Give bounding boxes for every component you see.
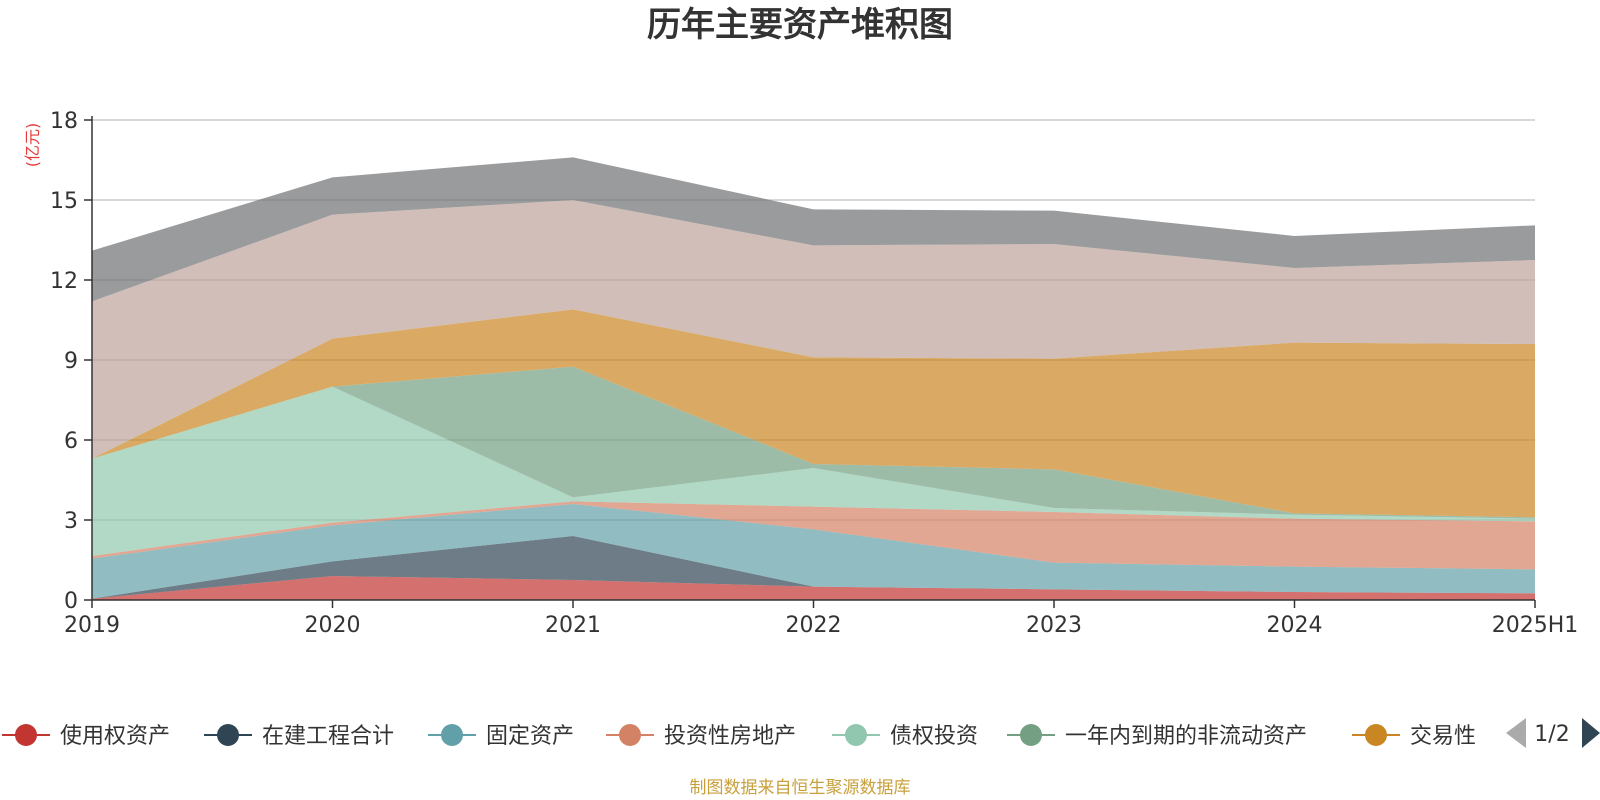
x-tick-label: 2021 [545,613,601,638]
y-tick-label: 15 [50,189,78,214]
legend-item[interactable]: 使用权资产 [2,724,170,749]
area-series [92,366,1535,519]
source-note: 制图数据来自恒生聚源数据库 [690,778,911,798]
axes: 0 3 6 9 12 15 18 2019 2020 2021 2022 2023 2024 2025H1 [50,109,1578,638]
legend-marker-icon [845,724,867,746]
legend-item[interactable]: 固定资产 [428,724,574,749]
legend-pager: 1/2 [1506,718,1600,748]
legend-item[interactable]: 投资性房地产 [606,724,796,749]
x-tick-label: 2022 [786,613,842,638]
y-tick-label: 9 [64,349,78,374]
legend-label: 投资性房地产 [664,724,796,749]
y-tick-label: 18 [50,109,78,134]
y-tick-label: 3 [64,509,78,534]
legend-page-indicator: 1/2 [1534,722,1569,747]
legend: 使用权资产 在建工程合计 固定资产 投资性房地产 债权投资 一年内到期的非流动资产 交易性 [2,724,1476,749]
y-tick-label: 0 [64,589,78,614]
legend-label: 一年内到期的非流动资产 [1065,724,1307,749]
legend-marker-icon [619,724,641,746]
chart-title: 历年主要资产堆积图 [647,5,953,45]
legend-label: 使用权资产 [60,724,170,749]
triangle-left-icon[interactable] [1506,718,1526,748]
area-series [92,200,1535,459]
plot-area [92,157,1535,600]
legend-item[interactable]: 交易性 [1352,724,1476,749]
area-series [92,536,1535,599]
x-tick-label: 2020 [305,613,361,638]
legend-label: 固定资产 [486,724,574,749]
legend-marker-icon [1365,724,1387,746]
legend-label: 交易性 [1410,724,1476,749]
area-series [92,386,1535,556]
legend-item[interactable]: 在建工程合计 [204,724,394,749]
legend-item[interactable]: 债权投资 [832,724,978,749]
legend-marker-icon [1020,724,1042,746]
area-series [92,157,1535,302]
area-series [92,309,1535,518]
legend-marker-icon [217,724,239,746]
legend-marker-icon [441,724,463,746]
area-series [92,576,1535,600]
y-tick-label: 6 [64,429,78,454]
x-tick-label: 2019 [64,613,120,638]
area-series [92,504,1535,599]
legend-marker-icon [15,724,37,746]
x-tick-label: 2023 [1026,613,1082,638]
area-series [92,501,1535,570]
legend-label: 债权投资 [890,724,978,749]
triangle-right-icon[interactable] [1582,718,1600,748]
x-tick-label: 2024 [1267,613,1323,638]
legend-item[interactable]: 一年内到期的非流动资产 [1007,724,1307,749]
y-tick-label: 12 [50,269,78,294]
legend-label: 在建工程合计 [262,724,394,749]
y-axis-unit: (亿元) [23,123,42,168]
x-tick-label: 2025H1 [1492,613,1579,638]
